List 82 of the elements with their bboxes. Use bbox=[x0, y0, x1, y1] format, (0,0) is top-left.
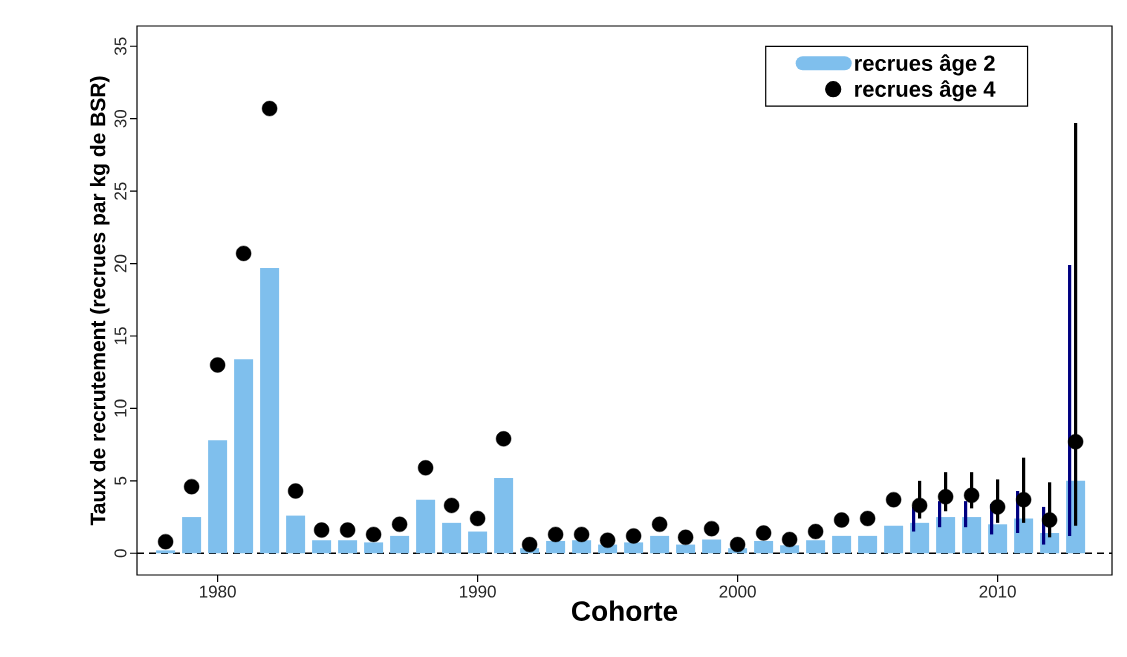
point bbox=[261, 100, 278, 117]
bar bbox=[260, 267, 280, 554]
x-tick-label: 2000 bbox=[719, 585, 756, 598]
point bbox=[313, 522, 330, 538]
bar bbox=[234, 359, 254, 554]
point bbox=[469, 510, 486, 527]
y-tick-label: 0 bbox=[114, 549, 127, 558]
bar bbox=[442, 522, 462, 554]
y-axis-title: Taux de recrutement (recrues par kg de BSR) bbox=[89, 76, 110, 526]
point bbox=[235, 245, 252, 262]
x-tick-label: 2010 bbox=[979, 585, 1016, 598]
bar bbox=[754, 540, 774, 554]
bar bbox=[624, 542, 644, 554]
point bbox=[807, 523, 824, 540]
bar bbox=[364, 542, 384, 554]
bar bbox=[390, 535, 410, 554]
point bbox=[729, 536, 746, 553]
point bbox=[599, 532, 616, 548]
point bbox=[963, 487, 980, 504]
point bbox=[1015, 491, 1032, 508]
bar bbox=[156, 550, 176, 554]
bar bbox=[676, 544, 696, 554]
point bbox=[157, 533, 174, 550]
point bbox=[859, 510, 876, 527]
y-tick-label: 35 bbox=[114, 37, 127, 56]
bar bbox=[1014, 518, 1034, 554]
point bbox=[391, 516, 408, 532]
point bbox=[625, 528, 642, 544]
point bbox=[703, 520, 720, 537]
x-tick-label: 1980 bbox=[199, 585, 236, 598]
bar bbox=[572, 540, 592, 554]
y-tick-label: 20 bbox=[114, 254, 127, 273]
bar bbox=[494, 477, 514, 554]
y-tick-label: 5 bbox=[114, 476, 127, 485]
point bbox=[495, 431, 512, 447]
y-tick-label: 30 bbox=[114, 109, 127, 128]
bar bbox=[650, 535, 670, 554]
bar bbox=[988, 524, 1008, 554]
point bbox=[547, 526, 564, 543]
bar bbox=[910, 522, 930, 554]
bar bbox=[962, 517, 982, 554]
point bbox=[937, 489, 954, 505]
bar bbox=[858, 535, 878, 554]
point bbox=[209, 357, 226, 373]
point bbox=[677, 529, 694, 546]
point bbox=[521, 536, 538, 553]
y-tick-label: 25 bbox=[114, 182, 127, 200]
bar bbox=[884, 525, 904, 554]
point bbox=[417, 460, 434, 476]
x-axis-title: Cohorte bbox=[572, 600, 678, 621]
point bbox=[651, 516, 668, 532]
point bbox=[1041, 512, 1058, 528]
bar bbox=[286, 515, 306, 554]
point bbox=[833, 512, 850, 528]
bar bbox=[832, 535, 852, 554]
point bbox=[443, 497, 460, 514]
point bbox=[339, 522, 356, 538]
point bbox=[885, 491, 902, 508]
point bbox=[183, 478, 200, 495]
bar bbox=[338, 540, 358, 554]
point bbox=[1067, 434, 1084, 450]
bar bbox=[702, 539, 722, 554]
point bbox=[573, 526, 590, 543]
x-tick-label: 1990 bbox=[459, 585, 496, 598]
legend-label: recrues âge 2 bbox=[855, 54, 995, 76]
bar bbox=[416, 499, 436, 554]
y-tick-label: 15 bbox=[114, 327, 127, 345]
bar bbox=[936, 517, 956, 554]
legend-label: recrues âge 4 bbox=[855, 80, 996, 102]
point bbox=[755, 525, 772, 541]
bar bbox=[312, 540, 332, 554]
point bbox=[365, 526, 382, 543]
point bbox=[287, 483, 304, 499]
bar bbox=[546, 540, 566, 554]
y-tick-label: 10 bbox=[114, 399, 127, 417]
bar bbox=[182, 517, 202, 554]
bar bbox=[468, 531, 488, 554]
bar bbox=[208, 440, 228, 554]
bar bbox=[806, 540, 826, 554]
point bbox=[989, 499, 1006, 515]
point bbox=[911, 497, 928, 514]
point bbox=[781, 531, 798, 548]
